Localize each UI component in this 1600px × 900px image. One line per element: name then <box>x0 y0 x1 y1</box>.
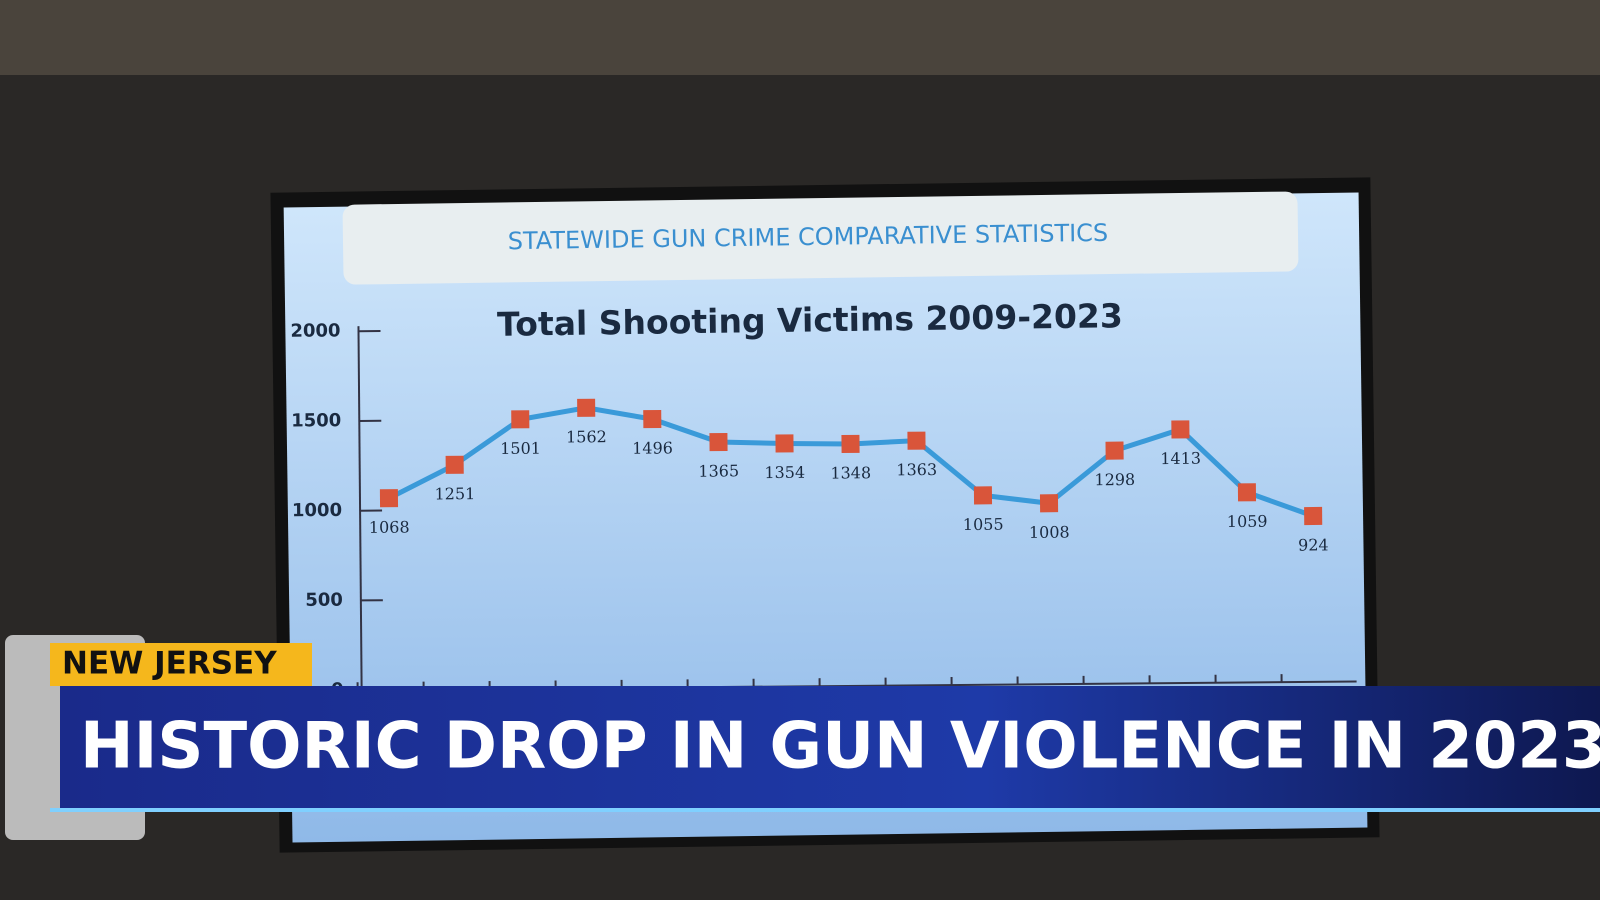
data-marker <box>643 410 662 429</box>
data-marker <box>907 431 926 450</box>
data-marker <box>379 489 399 508</box>
data-marker <box>973 486 993 505</box>
y-axis <box>357 326 363 691</box>
data-label: 1059 <box>1227 512 1268 531</box>
data-label: 1348 <box>830 463 871 482</box>
chart-title: Total Shooting Victims 2009-2023 <box>497 296 1123 344</box>
headline-text: HISTORIC DROP IN GUN VIOLENCE IN 2023 <box>80 710 1600 784</box>
y-tick-label: 500 <box>305 590 343 611</box>
data-label: 924 <box>1298 535 1329 554</box>
data-marker <box>511 410 530 429</box>
data-label: 1365 <box>698 461 739 480</box>
data-label: 1496 <box>632 438 673 457</box>
data-marker <box>775 434 794 453</box>
data-marker <box>445 455 464 474</box>
wall-top <box>0 0 1600 75</box>
data-marker <box>577 398 596 417</box>
location-text: NEW JERSEY <box>62 646 277 682</box>
data-marker <box>709 432 728 452</box>
tv-screen <box>283 192 1368 843</box>
data-label: 1354 <box>764 463 805 482</box>
y-tick-label: 1000 <box>292 500 342 521</box>
y-tick-label: 2000 <box>290 320 340 341</box>
location-tag <box>50 643 312 686</box>
data-label: 1501 <box>500 439 541 458</box>
data-marker <box>1304 506 1323 526</box>
data-label: 1008 <box>1029 523 1070 542</box>
data-marker <box>1105 441 1124 460</box>
data-marker <box>1039 494 1059 513</box>
banner-rule <box>50 808 1600 812</box>
y-tick-label: 1500 <box>291 410 341 431</box>
data-marker <box>1237 483 1257 502</box>
subtitle-bar <box>342 191 1299 285</box>
data-label: 1068 <box>369 518 410 537</box>
data-label: 1413 <box>1160 449 1201 468</box>
headline-banner <box>60 686 1600 811</box>
data-label: 1251 <box>434 484 475 503</box>
data-marker <box>1171 420 1190 439</box>
data-label: 1055 <box>963 515 1004 534</box>
data-marker <box>841 434 860 454</box>
data-label: 1298 <box>1094 470 1135 489</box>
data-label: 1562 <box>566 427 607 446</box>
data-label: 1363 <box>896 460 937 479</box>
